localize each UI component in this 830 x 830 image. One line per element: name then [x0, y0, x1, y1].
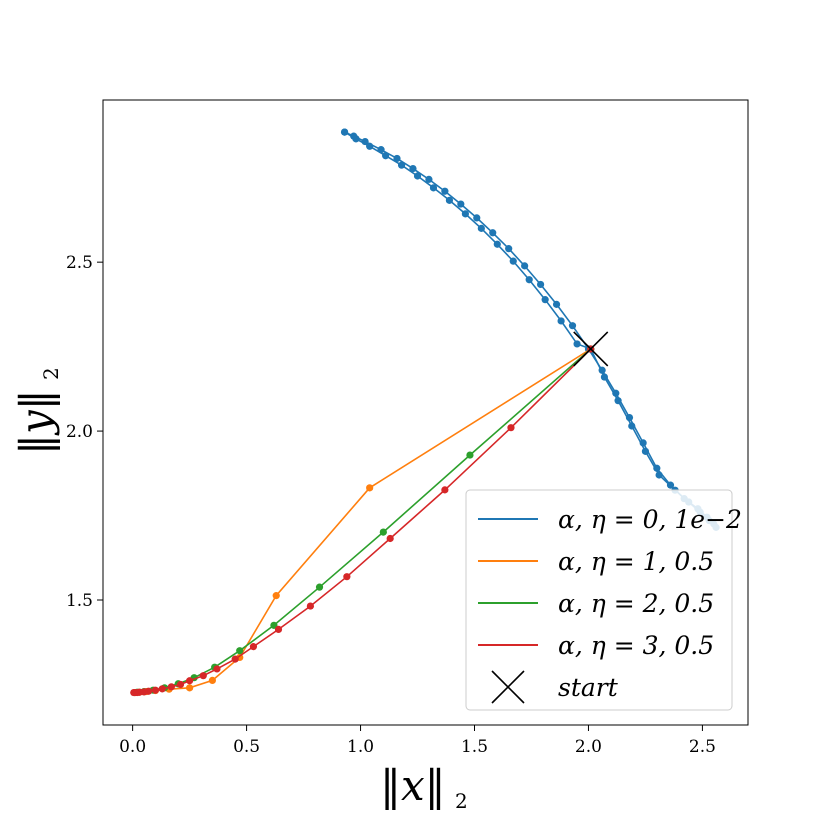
series-0-b-point	[461, 210, 469, 218]
x-axis-label: ‖x‖	[380, 761, 446, 810]
legend-label: α, η = 3, 0.5	[558, 631, 714, 660]
x-axis-ticks: 0.0 0.5 1.0 1.5 2.0 2.5	[119, 725, 716, 757]
y-axis-ticks: 1.5 2.0 2.5	[66, 253, 103, 611]
series-0-b-point	[641, 447, 650, 455]
series-3-point	[186, 677, 194, 685]
y-axis-label-sub: 2	[39, 367, 63, 380]
legend-label: α, η = 1, 0.5	[558, 547, 714, 576]
series-3-point	[130, 688, 138, 697]
series-3-point	[231, 655, 239, 663]
series-0-b-point	[340, 128, 349, 136]
series-0-b-point	[509, 257, 517, 265]
series-0-point	[457, 200, 465, 208]
series-0-b-point	[614, 397, 622, 405]
series-0-b-point	[600, 373, 609, 381]
series-2-point	[315, 583, 324, 591]
series-0-b-point	[477, 224, 485, 232]
series-0-point	[521, 262, 529, 270]
series-0-b-point	[655, 471, 663, 479]
series-3-point	[199, 672, 207, 680]
series-0-b-point	[573, 340, 581, 348]
series-0-b-point	[445, 196, 454, 204]
start-marker	[573, 331, 609, 367]
series-1-point	[366, 484, 374, 492]
series-0-b-point	[352, 135, 360, 143]
series-3-point	[343, 573, 351, 581]
series-0-b-point	[541, 296, 549, 304]
series-0-point	[552, 300, 561, 308]
start-marker-stroke-b	[573, 331, 609, 367]
series-0-point	[441, 187, 449, 195]
series-0-point	[536, 280, 545, 289]
series-3-point	[167, 683, 175, 691]
series-0-b-point	[525, 276, 533, 284]
legend: α, η = 0, 1e−2 α, η = 1, 0.5 α, η = 2, 0.5…	[465, 489, 742, 711]
series-2-point	[236, 647, 244, 655]
x-tick-label: 0.0	[119, 737, 146, 757]
x-tick-label: 0.5	[233, 737, 260, 757]
series-0-point	[409, 164, 417, 173]
series-1-point	[186, 684, 194, 692]
series-0-b-point	[557, 317, 565, 325]
legend-label: α, η = 2, 0.5	[558, 589, 714, 618]
series-0-b-point	[628, 422, 636, 430]
series-3-point	[176, 680, 185, 689]
series-2-point	[379, 528, 387, 536]
series-0-point	[489, 229, 497, 237]
y-axis-label: ‖y‖	[11, 389, 60, 455]
series-0-b-point	[397, 161, 406, 169]
series-1-point	[208, 676, 216, 685]
series-3-point	[151, 686, 160, 694]
legend-label: α, η = 0, 1e−2	[558, 505, 742, 534]
series-3-point	[274, 625, 283, 633]
series-0-point	[425, 175, 433, 183]
series-1-point	[272, 592, 280, 600]
series-layer	[130, 128, 720, 697]
series-3-point	[386, 534, 394, 543]
legend-swatch-start-b	[491, 670, 525, 704]
series-0-b-point	[382, 152, 390, 160]
x-tick-label: 1.0	[347, 737, 374, 757]
series-3-point	[441, 486, 449, 494]
series-0-point	[505, 245, 513, 253]
legend-label: start	[558, 673, 619, 702]
series-0-b-point	[493, 240, 501, 248]
series-3-point	[507, 424, 515, 432]
legend-box	[465, 489, 733, 711]
x-tick-label: 2.0	[575, 737, 602, 757]
series-0-point	[473, 214, 481, 222]
series-3-point	[213, 665, 221, 673]
series-3-point	[158, 685, 166, 693]
series-3-point	[306, 602, 315, 610]
series-0-point	[393, 154, 401, 163]
series-0-point	[568, 322, 577, 330]
series-0-b-point	[366, 142, 374, 150]
x-tick-label: 1.5	[461, 737, 488, 757]
series-3-point	[249, 643, 258, 651]
y-tick-label: 2.0	[66, 422, 93, 442]
y-tick-label: 1.5	[66, 591, 93, 611]
series-0-b-point	[413, 172, 422, 180]
y-tick-label: 2.5	[66, 253, 93, 273]
series-2-point	[466, 451, 474, 459]
x-tick-label: 2.5	[689, 737, 716, 757]
x-axis-label-sub: 2	[455, 789, 468, 813]
series-0-b-point	[429, 184, 438, 192]
